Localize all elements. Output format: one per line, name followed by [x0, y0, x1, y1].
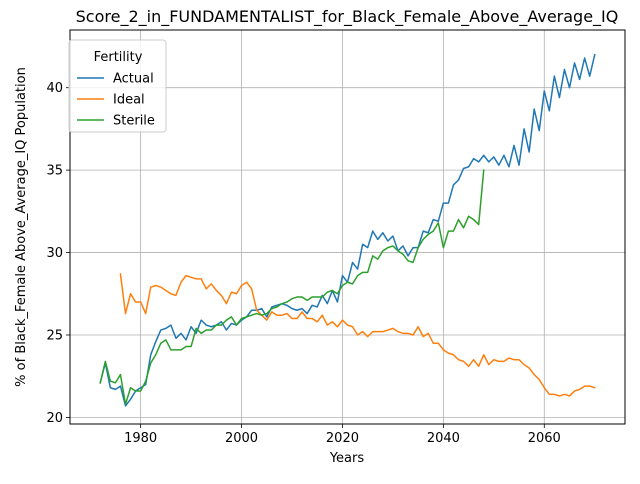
y-axis-label: % of Black_Female Above_Average_IQ Popul…	[14, 67, 29, 387]
y-tick-label-30: 30	[46, 246, 63, 261]
x-tick-label-2000: 2000	[225, 431, 258, 446]
axis-ticks: 1980 2000 2020 2040 2060 20 25 30 35 40	[46, 81, 560, 446]
y-tick-label-35: 35	[46, 164, 63, 179]
legend-title: Fertility	[94, 50, 143, 65]
y-tick-label-25: 25	[46, 328, 63, 343]
legend-label-actual: Actual	[113, 72, 154, 87]
chart-title: Score_2_in_FUNDAMENTALIST_for_Black_Fema…	[76, 7, 619, 27]
legend-label-sterile: Sterile	[113, 114, 155, 129]
y-tick-label-20: 20	[46, 411, 63, 426]
grid	[70, 30, 625, 424]
legend-box	[68, 39, 167, 133]
legend: Fertility Actual Ideal Sterile	[68, 39, 167, 133]
x-tick-label-2060: 2060	[528, 431, 561, 446]
y-tick-label-40: 40	[46, 81, 63, 96]
x-tick-label-2040: 2040	[427, 431, 460, 446]
x-tick-label-2020: 2020	[326, 431, 359, 446]
series-lines	[99, 53, 596, 407]
series-line-sterile	[99, 169, 485, 405]
x-axis-label: Years	[329, 451, 365, 466]
series-line-ideal	[119, 273, 596, 397]
legend-items: Actual Ideal Sterile	[77, 72, 155, 129]
legend-label-ideal: Ideal	[113, 93, 145, 108]
x-tick-label-1980: 1980	[124, 431, 157, 446]
plot-area-frame	[69, 29, 626, 425]
